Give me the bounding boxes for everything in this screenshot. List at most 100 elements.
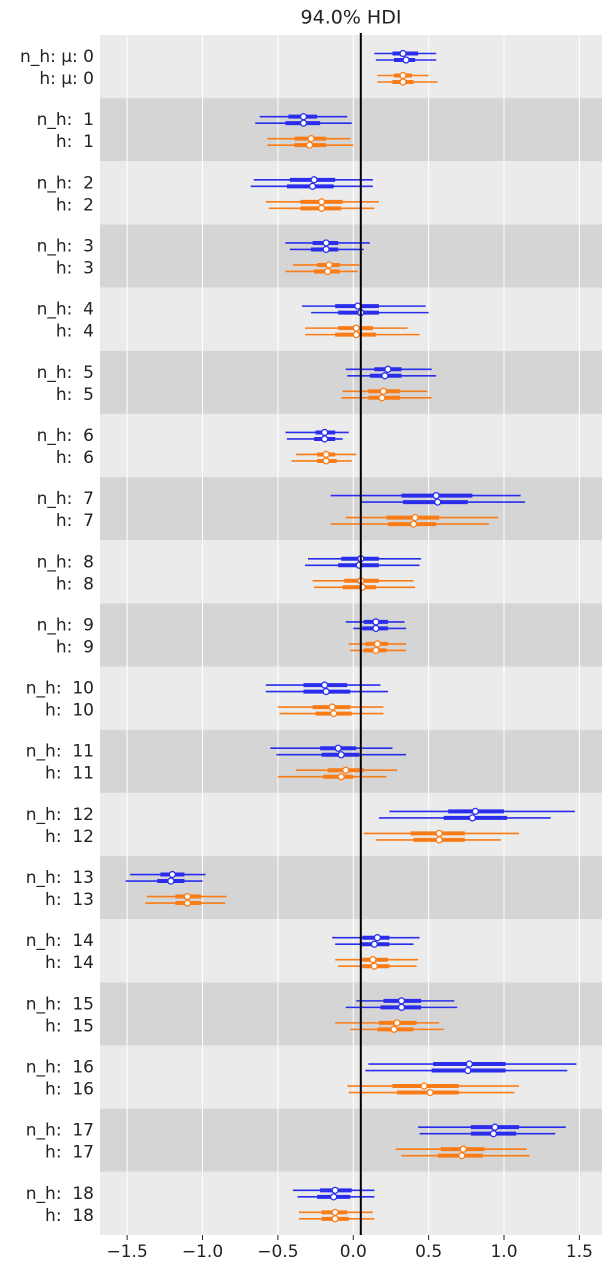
median-point [334,744,342,752]
median-point [378,394,386,402]
median-point [331,1208,339,1216]
y-tick-label: n_h: 12 [26,805,94,825]
median-point [409,520,418,528]
median-point [381,372,389,380]
y-tick-label: h: 7 [56,511,94,531]
median-point [308,182,317,190]
row-band [100,1108,602,1172]
median-point [323,267,332,276]
y-tick-label: n_h: 3 [37,236,94,256]
median-point [320,681,329,689]
row-band [100,413,602,478]
median-point [370,962,379,970]
median-point [390,1025,398,1034]
median-point [399,78,407,86]
row-band [100,1171,602,1235]
row-band [100,856,602,920]
row-band [100,161,602,225]
y-tick-label: n_h: 18 [26,1184,94,1204]
y-tick-label: n_h: 10 [26,679,94,699]
median-point [379,387,388,395]
median-point [299,119,308,127]
x-tick-label: 1.5 [566,1242,593,1262]
row-band [100,919,602,983]
x-tick-label: 0.0 [340,1242,367,1262]
median-point [393,1019,401,1027]
median-point [322,450,330,459]
y-tick-label: n_h: 6 [37,426,94,446]
median-point [320,428,329,437]
median-point [402,56,410,64]
y-tick-label: h: 15 [45,1016,94,1036]
row-band [100,982,602,1046]
y-tick-label: h: 14 [45,953,94,973]
y-tick-label: h: 17 [45,1143,94,1163]
row-band [100,477,602,541]
median-point [435,829,443,838]
y-tick-label: n_h: 9 [37,615,94,635]
median-point [434,498,442,506]
median-point [337,751,345,759]
y-tick-label: h: 8 [56,574,94,594]
median-point [352,330,360,339]
median-point [373,640,382,648]
y-tick-label: n_h: 13 [26,868,94,888]
median-point [435,836,443,844]
median-point [372,618,380,626]
median-point [322,687,330,696]
median-point [310,176,318,184]
median-point [168,870,177,879]
y-tick-label: h: 2 [56,195,94,215]
y-tick-label: n_h: 2 [37,173,94,193]
y-tick-label: n_h: 1 [37,110,94,130]
y-tick-label: h: 1 [56,132,94,152]
median-point [299,113,308,121]
y-tick-label: h: 13 [45,890,94,910]
x-tick-label: 0.5 [415,1242,442,1262]
median-point [397,997,406,1005]
y-tick-label: h: 11 [45,764,94,784]
row-band [100,287,602,351]
y-tick-label: n_h: 16 [26,1058,94,1078]
y-tick-label: h: 5 [56,385,94,405]
row-band [100,224,602,288]
y-tick-label: n_h: 7 [37,489,94,509]
y-tick-label: h: 3 [56,258,94,278]
median-point [331,1215,339,1223]
median-point [369,956,377,964]
median-point [183,899,192,907]
median-point [459,1145,467,1153]
median-point [471,807,480,816]
y-tick-label: n_h: 15 [26,994,94,1014]
row-band [100,350,602,414]
median-point [337,773,345,781]
median-point [183,892,192,901]
median-point [370,940,379,948]
median-point [420,1082,428,1090]
row-band [100,98,602,162]
y-tick-label: h: 4 [56,322,94,342]
median-point [489,1130,498,1138]
median-point [352,324,360,332]
y-tick-label: n_h: 4 [37,300,94,320]
median-point [373,934,382,942]
row-band [100,792,602,857]
y-tick-label: h: μ: 0 [39,69,94,89]
median-point [330,1193,338,1201]
y-tick-label: n_h: 14 [26,931,94,951]
median-point [411,513,419,522]
y-tick-label: h: 10 [45,701,94,721]
median-point [384,365,392,373]
y-tick-label: h: 16 [45,1080,94,1100]
median-point [342,766,350,774]
row-band [100,1045,602,1109]
row-band [100,666,602,730]
median-point [320,435,329,443]
median-point [305,141,314,149]
median-point [432,491,440,500]
y-tick-label: h: 6 [56,448,94,468]
x-tick-label: −1.0 [182,1242,223,1262]
median-point [426,1088,434,1097]
y-tick-label: h: 18 [45,1206,94,1226]
median-point [399,71,407,80]
